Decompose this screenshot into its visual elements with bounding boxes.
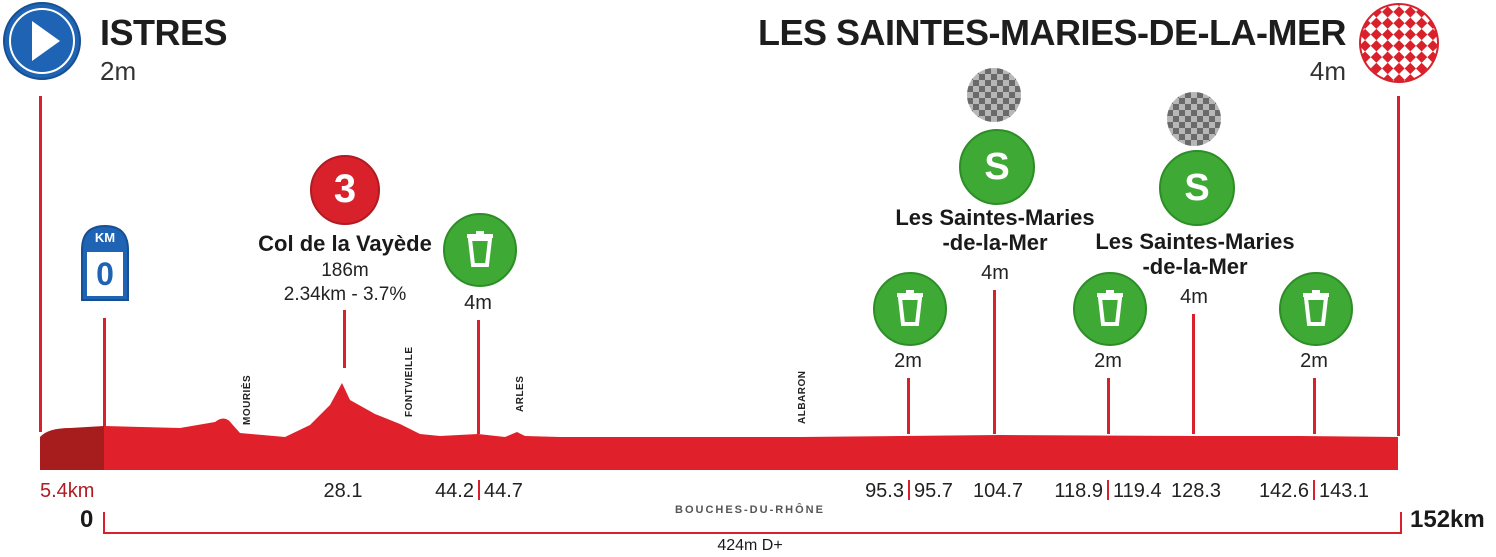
sprint-line-2 xyxy=(1192,314,1195,434)
climb-category: 3 xyxy=(333,167,357,211)
feed-line-1 xyxy=(477,320,480,434)
km-marker-value: 0 xyxy=(96,256,114,292)
feed-line-4 xyxy=(1313,378,1316,434)
neutral-distance: 5.4km xyxy=(40,480,95,502)
distance-bracket xyxy=(103,512,1402,534)
feed-zone-icon xyxy=(1073,272,1147,346)
feed-zone-icon xyxy=(873,272,947,346)
km-label: 28.1 xyxy=(323,480,363,502)
sprint-name-2-line2: -de-la-Mer xyxy=(1142,254,1248,279)
km-label: 118.9 xyxy=(1054,480,1103,502)
km-label: 44.2 xyxy=(435,480,474,502)
climb-line xyxy=(343,310,346,368)
km-tick xyxy=(478,480,480,500)
profile-neutral-section xyxy=(40,426,104,470)
sprint-checkered-icon xyxy=(967,68,1021,122)
feed-zone-icon xyxy=(1279,272,1353,346)
profile-race-section xyxy=(104,383,1398,470)
sprint-altitude-2: 4m xyxy=(1180,286,1208,308)
feed-altitude-4: 2m xyxy=(1300,350,1328,372)
sprint-checkered-icon xyxy=(1167,92,1221,146)
finish-flag-icon xyxy=(1345,0,1453,97)
elevation-gain: 424m D+ xyxy=(717,537,783,554)
finish-town: LES SAINTES-MARIES-DE-LA-MER xyxy=(758,12,1347,53)
feed-altitude-2: 2m xyxy=(894,350,922,372)
start-line xyxy=(39,96,42,432)
km-label: 142.6 xyxy=(1258,480,1309,502)
region-label: BOUCHES-DU-RHÔNE xyxy=(675,504,825,516)
start-icon xyxy=(2,1,82,81)
sprint-name-2-line1: Les Saintes-Maries xyxy=(1095,229,1295,254)
feed-line-2 xyxy=(907,378,910,434)
km-label: 143.1 xyxy=(1319,480,1370,502)
climb-stats: 2.34km - 3.7% xyxy=(283,284,407,305)
sprint-name-1-line1: Les Saintes-Maries xyxy=(895,205,1095,230)
feed-line-3 xyxy=(1107,378,1110,434)
km-tick xyxy=(908,480,910,500)
sprint-badge-2: S xyxy=(1159,150,1235,226)
km-tick xyxy=(1313,480,1315,500)
km-label: 104.7 xyxy=(972,480,1024,502)
km-label: 95.3 xyxy=(865,480,904,502)
finish-altitude: 4m xyxy=(1309,56,1346,86)
sprint-line-1 xyxy=(993,290,996,434)
finish-line xyxy=(1397,96,1400,436)
start-altitude: 2m xyxy=(100,56,137,86)
climb-altitude: 186m xyxy=(321,260,369,281)
km-label: 128.3 xyxy=(1170,480,1222,502)
km-marker-label: KM xyxy=(94,230,116,245)
climb-category-badge xyxy=(310,155,380,225)
km-zero-line xyxy=(103,318,106,428)
sprint-name-1-line2: -de-la-Mer xyxy=(942,230,1048,255)
sprint-altitude-1: 4m xyxy=(981,262,1009,284)
feed-altitude-1: 4m xyxy=(464,292,492,314)
feed-altitude-3: 2m xyxy=(1094,350,1122,372)
km-label: 95.7 xyxy=(914,480,953,502)
sprint-badge-1: S xyxy=(959,129,1035,205)
km-zero-marker xyxy=(78,222,132,304)
feed-zone-icon xyxy=(443,213,517,287)
end-km: 152km xyxy=(1410,506,1485,533)
start-town: ISTRES xyxy=(100,12,228,53)
km-label: 44.7 xyxy=(484,480,523,502)
climb-name: Col de la Vayède xyxy=(258,231,432,256)
start-km: 0 xyxy=(80,506,94,533)
km-label: 119.4 xyxy=(1113,480,1162,502)
km-tick xyxy=(1107,480,1109,500)
